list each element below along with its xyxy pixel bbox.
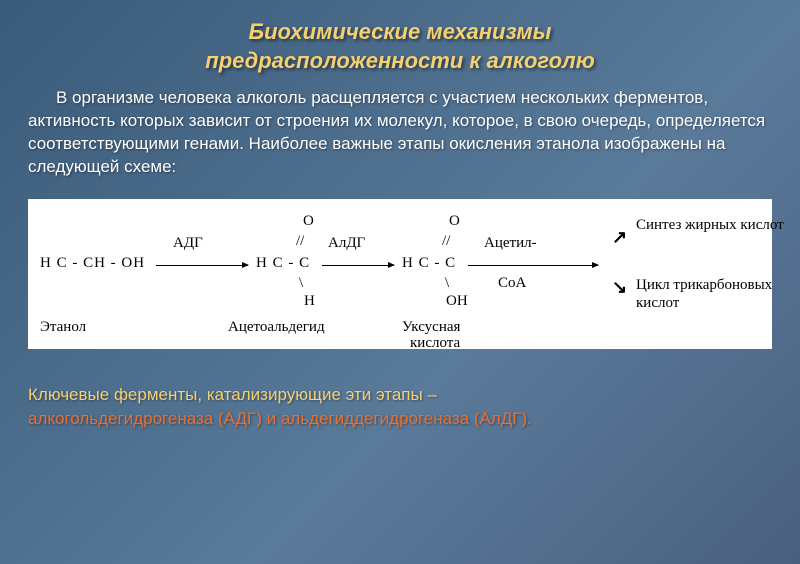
branch-up: Синтез жирных кислот [636, 217, 784, 234]
acet-slash: // [296, 233, 304, 250]
acetic-mid: H C - C [402, 255, 456, 272]
acetic-label2: кислота [410, 335, 460, 352]
title-line-1: Биохимические механизмы [28, 18, 772, 47]
arrow-3 [468, 265, 598, 266]
acetic-top: O [449, 213, 460, 230]
ethanol-formula: H C - CH - OH [40, 255, 145, 272]
body-paragraph: В организме человека алкоголь расщепляет… [28, 87, 772, 179]
enzyme-aldg: АлДГ [328, 235, 365, 252]
slide-background: Биохимические механизмы предрасположенно… [0, 0, 800, 564]
arrow-up-icon: ↗ [612, 227, 627, 248]
arrow-1 [156, 265, 248, 266]
acetyl-label: Ацетил- [484, 235, 537, 252]
branch-down-2: кислот [636, 295, 679, 312]
acetic-bot: OH [446, 293, 468, 310]
arrow-down-icon: ↘ [612, 277, 627, 298]
acetic-back: \ [445, 275, 449, 292]
footer-text: Ключевые ферменты, катализирующие эти эт… [28, 383, 772, 431]
acet-bot: H [304, 293, 315, 310]
acet-label: Ацетоальдегид [228, 319, 325, 336]
acet-back: \ [299, 275, 303, 292]
enzyme-adg: АДГ [173, 235, 203, 252]
acetic-label: Уксусная [402, 319, 460, 336]
branch-down-1: Цикл трикарбоновых [636, 277, 772, 294]
footer-line-1: Ключевые ферменты, катализирующие эти эт… [28, 383, 772, 407]
coa-label: CoA [498, 275, 526, 292]
slide-title: Биохимические механизмы предрасположенно… [28, 18, 772, 75]
title-line-2: предрасположенности к алкоголю [28, 47, 772, 76]
acet-mid: H C - C [256, 255, 310, 272]
footer-line-2: алкогольдегидрогеназа (АДГ) и альдегидде… [28, 407, 772, 431]
arrow-2 [322, 265, 394, 266]
ethanol-label: Этанол [40, 319, 86, 336]
acetic-slash: // [442, 233, 450, 250]
acet-top: O [303, 213, 314, 230]
reaction-diagram: H C - CH - OH Этанол АДГ O // H C - C \ … [28, 199, 772, 349]
